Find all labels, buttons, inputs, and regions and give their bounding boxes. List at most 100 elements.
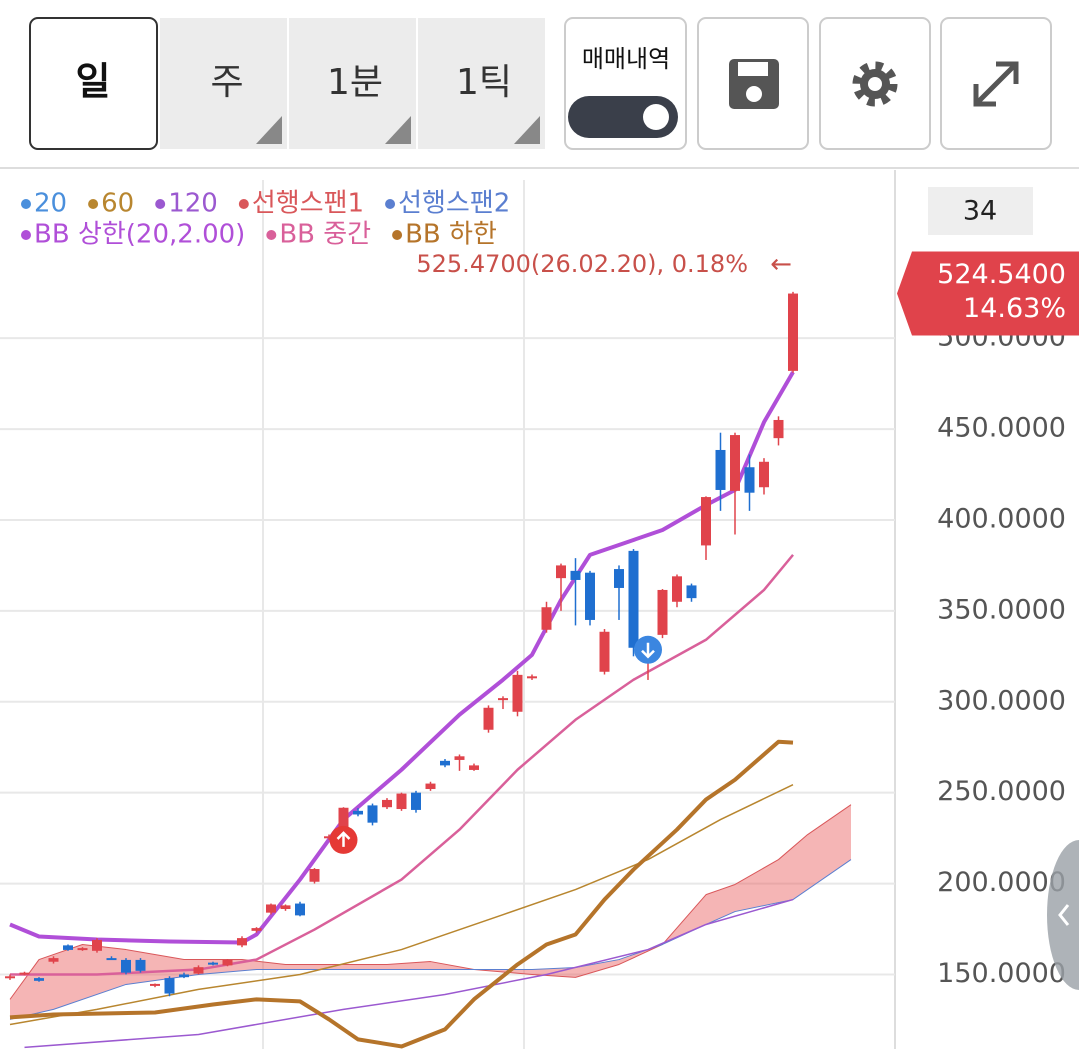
- legend-label: 선행스팬2: [398, 189, 510, 219]
- candle-body: [440, 760, 450, 766]
- dropdown-corner: [514, 116, 540, 144]
- annotation: 525.4700(26.02.20), 0.18%: [416, 250, 748, 278]
- candle-body: [512, 674, 523, 712]
- candle-body: [425, 783, 436, 790]
- gear-icon: [852, 61, 898, 107]
- price-tag-value: 524.5400: [937, 259, 1066, 290]
- candle-body: [295, 903, 305, 916]
- candle-body: [222, 959, 233, 966]
- candle-body: [251, 928, 262, 931]
- legend-label: 120: [168, 189, 218, 219]
- candle-body: [237, 938, 247, 946]
- legend-dot: [385, 199, 396, 209]
- grid: [0, 337, 895, 976]
- candle-body: [730, 435, 740, 491]
- candle-body: [759, 461, 769, 488]
- annotation-arrow: ←: [770, 250, 792, 280]
- trade-history-label: 매매내역: [582, 45, 670, 73]
- candle-body: [411, 792, 421, 810]
- candle-body: [657, 589, 668, 635]
- cloud: [10, 804, 851, 1020]
- legend-dot: [392, 230, 403, 240]
- candle-body: [179, 974, 189, 978]
- candle-body: [150, 983, 160, 986]
- candle-body: [135, 959, 146, 971]
- save-icon: [729, 59, 779, 109]
- candle-body: [686, 585, 697, 599]
- y-tick-label: 250.0000: [937, 776, 1066, 807]
- y-tick-label: 400.0000: [937, 503, 1066, 534]
- y-tick-label: 450.0000: [937, 413, 1066, 444]
- candle-body: [788, 293, 798, 371]
- series-line: [9, 804, 852, 1000]
- series-line: [10, 554, 794, 976]
- legend-dot: [21, 199, 31, 209]
- legend-label: BB 하한: [405, 220, 497, 250]
- counter: 34: [963, 196, 997, 227]
- candle-body: [556, 565, 566, 579]
- side-tab[interactable]: [1047, 840, 1079, 990]
- legend-label: 20: [34, 189, 67, 219]
- price-tag: [897, 251, 1079, 336]
- candle-body: [454, 756, 465, 760]
- legend-dot: [155, 199, 166, 209]
- period-button[interactable]: [29, 17, 158, 150]
- candle-body: [92, 939, 102, 951]
- candle-body: [5, 976, 15, 979]
- period-button[interactable]: [160, 18, 287, 149]
- candle-body: [382, 799, 392, 808]
- candle-body: [483, 707, 494, 730]
- period-label[interactable]: 1틱: [456, 62, 512, 103]
- candle-body: [773, 419, 784, 439]
- y-tick-label: 200.0000: [937, 867, 1066, 898]
- price-tag-change: 14.63%: [963, 293, 1066, 324]
- candle-body: [367, 805, 378, 823]
- dropdown-corner: [385, 116, 411, 144]
- expand-icon: [973, 61, 1019, 107]
- candle-body: [338, 807, 349, 839]
- toggle-knob: [643, 104, 669, 130]
- legend-dot: [88, 199, 99, 209]
- candle-body: [353, 810, 363, 815]
- series-line: [9, 371, 795, 945]
- y-tick-label: 150.0000: [937, 958, 1066, 989]
- y-tick-label: 350.0000: [937, 594, 1066, 625]
- legend-label: 선행스팬1: [252, 189, 364, 219]
- candle-body: [541, 607, 552, 630]
- candle-body: [701, 497, 711, 546]
- candle-body: [599, 631, 610, 672]
- candle-body: [34, 978, 44, 981]
- period-label[interactable]: 일: [76, 60, 111, 104]
- legend-dot: [238, 199, 249, 209]
- candle-body: [193, 967, 204, 974]
- candle-body: [614, 569, 624, 588]
- candle-body: [19, 972, 30, 975]
- legend-label: 60: [101, 189, 134, 219]
- series-line: [9, 783, 794, 1026]
- candle-body: [208, 962, 218, 965]
- trade-arrow: [641, 642, 655, 659]
- candle-body: [77, 948, 88, 951]
- period-label[interactable]: 1분: [327, 62, 383, 103]
- legend: 20 60 120 선행스팬1 선행스팬2 BB 상한(20,2.00) BB 중간 BB 하…: [21, 189, 510, 250]
- period-label[interactable]: 주: [210, 62, 243, 103]
- candle-body: [63, 945, 73, 950]
- period-button[interactable]: [289, 18, 416, 149]
- y-axis: 150.0000 200.0000 250.0000 300.0000 350.0000…: [897, 251, 1079, 989]
- candle-body: [280, 905, 291, 910]
- candle-body: [570, 570, 581, 580]
- period-button[interactable]: [418, 18, 545, 149]
- candle-body: [164, 978, 175, 994]
- y-tick-label: 300.0000: [937, 685, 1066, 716]
- candle-body: [744, 467, 755, 493]
- candle-body: [266, 904, 276, 913]
- candle-body: [106, 958, 117, 961]
- legend-label: BB 상한(20,2.00): [34, 220, 245, 250]
- legend-dot: [266, 230, 277, 240]
- plot: [5, 291, 852, 1049]
- candle-body: [324, 836, 334, 839]
- candle-body: [48, 958, 59, 962]
- candle-body: [121, 959, 131, 973]
- candle-body: [672, 576, 682, 602]
